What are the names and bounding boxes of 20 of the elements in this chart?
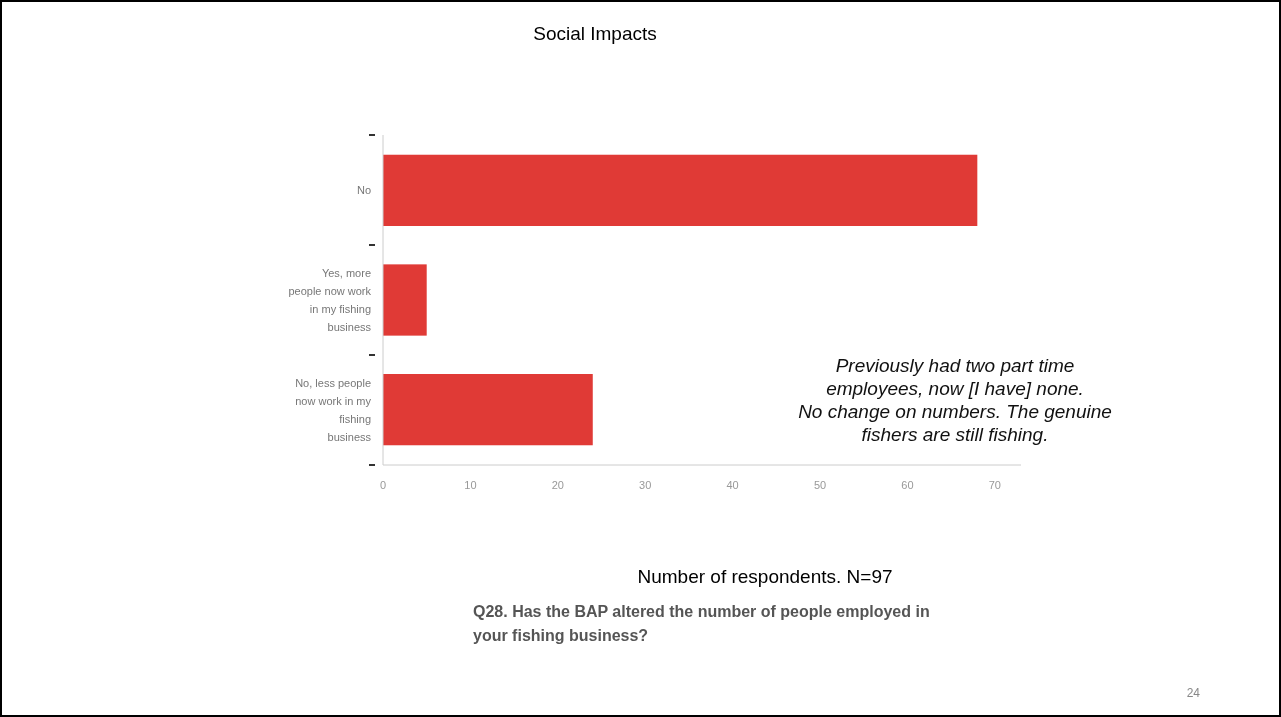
x-tick-label: 40 [726, 479, 739, 491]
annotation: No change on numbers. The genuine fishers are still fishing. [798, 401, 1112, 445]
y-tick-label: No [356, 184, 371, 197]
chart-title: Social Impacts [533, 23, 657, 44]
x-tick-label: 30 [639, 479, 652, 491]
y-tick-label: No, less people now work in my fishing business [295, 376, 372, 443]
x-tick-label: 0 [379, 479, 387, 491]
x-axis-title: Number of respondents. N=97 [637, 566, 893, 587]
text: Q28. Has the BAP altered the number of people employed in your fishing business? [473, 603, 930, 644]
bar [383, 154, 978, 226]
bar [383, 374, 593, 446]
text: 24 [1186, 686, 1201, 700]
x-tick-label: 10 [464, 479, 477, 491]
x-tick-label: 60 [901, 479, 914, 491]
x-tick-label: 20 [551, 479, 564, 491]
annotation: Previously had two part time employees, now [I have] none. [826, 355, 1084, 399]
x-tick-label: 70 [988, 479, 1001, 491]
x-tick-label: 50 [813, 479, 827, 491]
y-tick-label: Yes, more people now work in my fishing business [288, 267, 372, 333]
bar [383, 264, 427, 336]
